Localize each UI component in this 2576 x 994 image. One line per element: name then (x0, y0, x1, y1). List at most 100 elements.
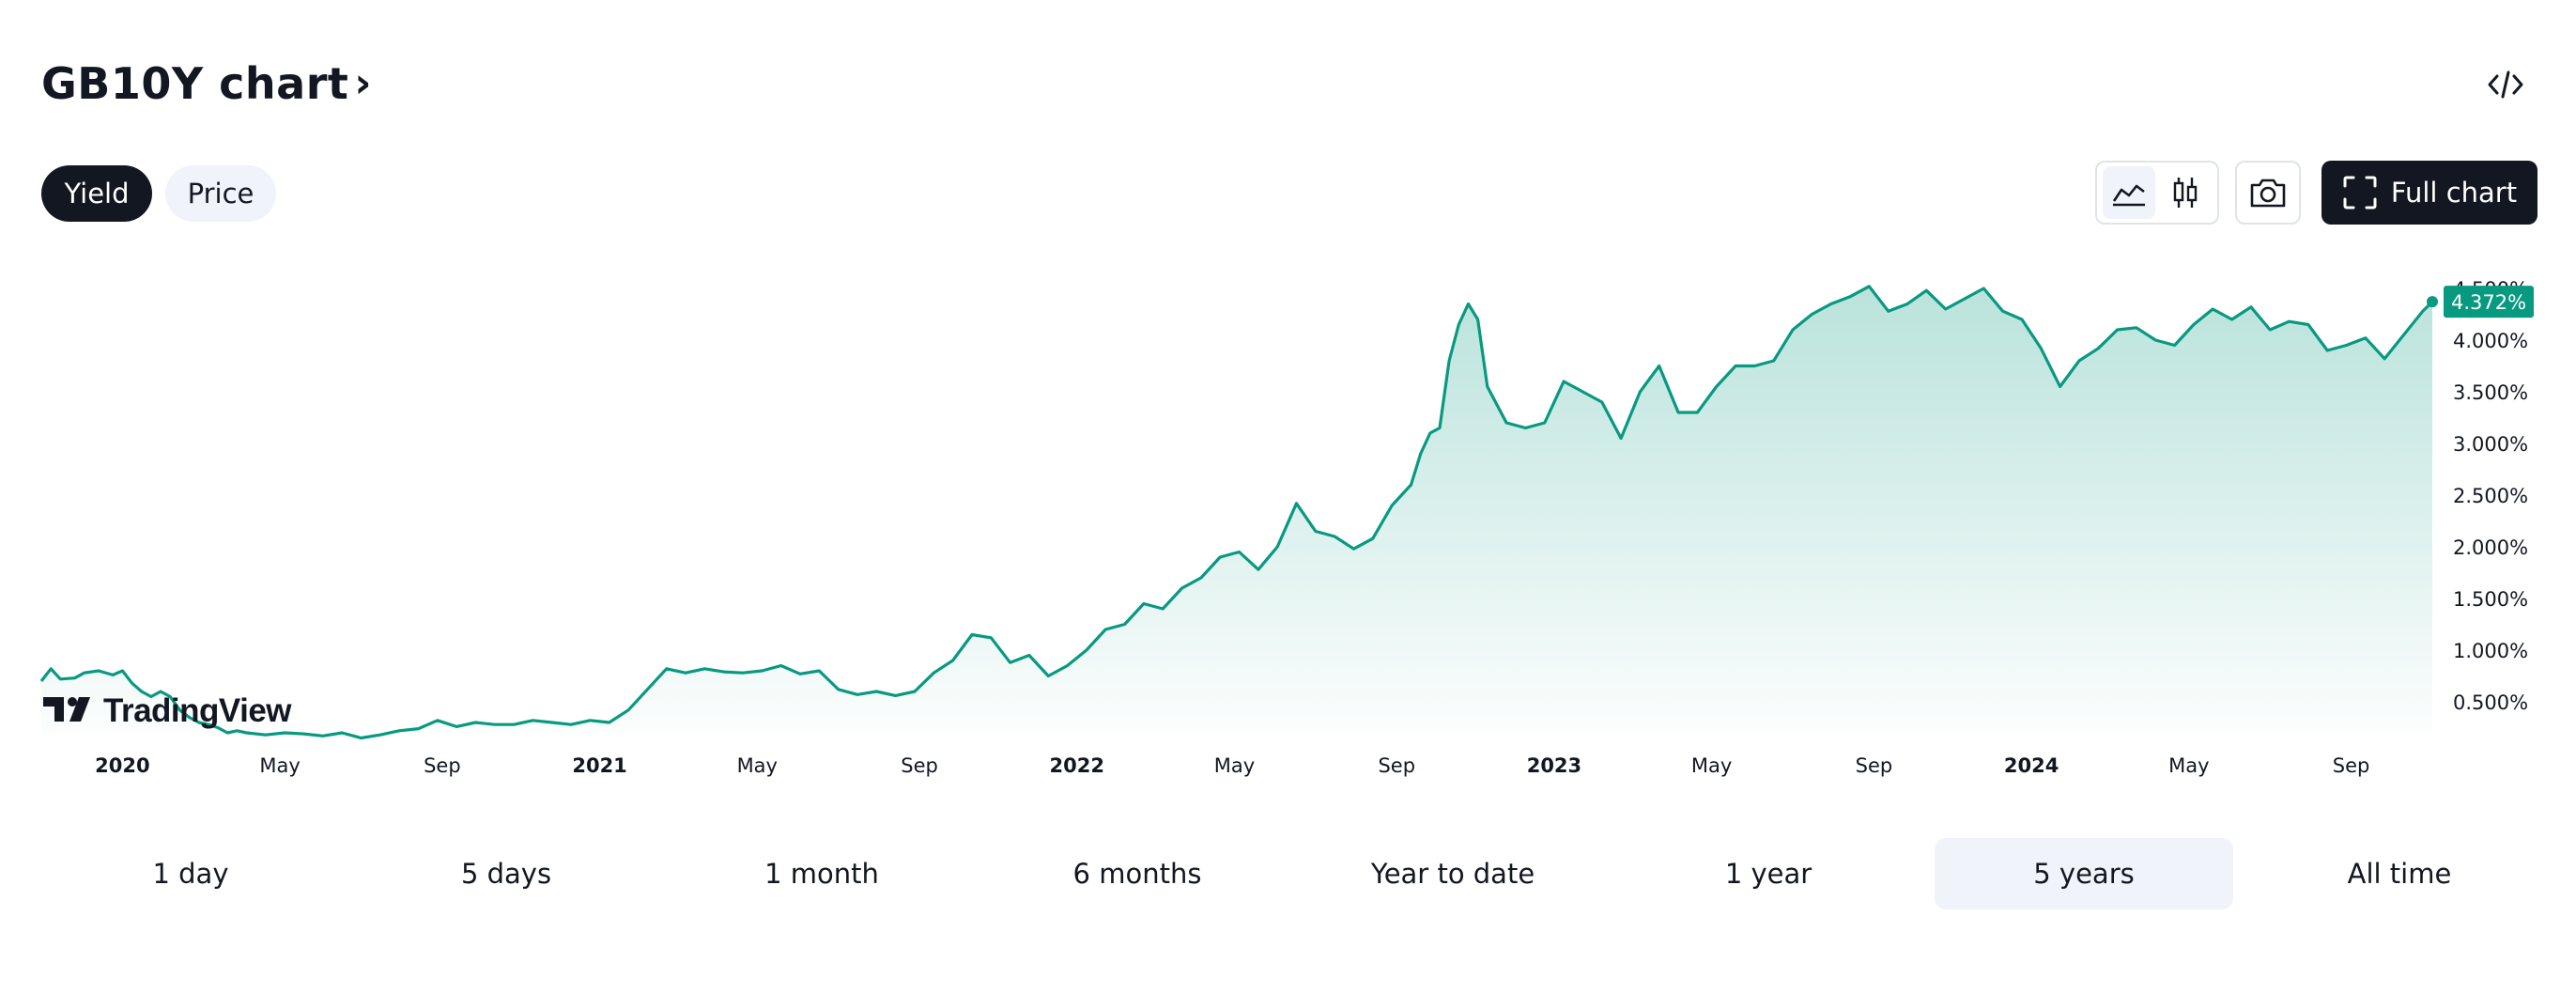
data-point (2116, 328, 2119, 331)
tab-price[interactable]: Price (165, 165, 276, 222)
data-point (1753, 365, 1756, 367)
data-point (417, 727, 420, 730)
candlestick-chart-button[interactable] (2159, 166, 2212, 219)
full-chart-label: Full chart (2390, 177, 2518, 209)
data-point (2421, 310, 2424, 313)
data-point (493, 723, 496, 726)
data-point (1371, 537, 1374, 540)
data-point (2097, 347, 2100, 349)
data-point (2135, 326, 2137, 329)
tradingview-logo[interactable]: TradingView (43, 692, 293, 729)
data-point (1238, 551, 1241, 553)
data-point (341, 731, 344, 734)
data-point (550, 721, 553, 723)
data-point (360, 737, 362, 739)
chevron-right-icon: › (354, 59, 373, 107)
data-point (1180, 586, 1183, 589)
snapshot-button[interactable] (2235, 161, 2301, 225)
data-point (73, 676, 76, 679)
fullscreen-icon (2343, 176, 2377, 210)
data-point (1639, 390, 1642, 393)
data-point (1696, 411, 1699, 413)
range-button[interactable]: 5 years (1935, 838, 2233, 909)
data-point (1476, 318, 1479, 320)
data-point (1905, 303, 1908, 305)
x-tick-label: 2023 (1527, 754, 1581, 777)
data-point (1334, 535, 1336, 537)
x-tick-label: May (737, 754, 778, 777)
data-point (2306, 323, 2309, 326)
x-tick-label: 2024 (2004, 754, 2059, 777)
data-point (1829, 303, 1832, 305)
data-point (1162, 607, 1165, 610)
series-line (39, 285, 2434, 740)
data-point (2288, 320, 2291, 323)
tradingview-logo-text: TradingView (103, 692, 292, 729)
embed-code-button[interactable] (2485, 64, 2526, 105)
series-area (41, 286, 2432, 738)
data-point (1276, 545, 1279, 548)
full-chart-button[interactable]: Full chart (2321, 161, 2537, 225)
range-button[interactable]: 6 months (1072, 858, 1202, 890)
data-point (112, 674, 115, 676)
data-point (1066, 664, 1069, 667)
data-point (1123, 623, 1126, 626)
data-point (2192, 323, 2195, 326)
area-chart-button[interactable] (2103, 166, 2155, 219)
data-point (1419, 452, 1422, 455)
range-button[interactable]: All time (2347, 858, 2452, 890)
data-point (59, 677, 62, 680)
range-button[interactable]: 1 month (764, 858, 879, 890)
range-button[interactable]: 5 days (460, 858, 552, 890)
x-tick-label: Sep (1378, 754, 1415, 777)
data-point (1982, 287, 1985, 289)
data-point (1887, 310, 1890, 313)
data-point (1619, 437, 1622, 440)
data-point (398, 729, 401, 732)
data-point (436, 719, 439, 722)
data-point (1811, 313, 1813, 316)
data-point (39, 679, 42, 682)
data-point (856, 693, 858, 696)
data-point (2345, 344, 2348, 347)
data-point (321, 735, 324, 738)
data-point (1925, 289, 1928, 292)
x-tick-label: 2022 (1050, 754, 1104, 777)
data-point (1448, 359, 1451, 362)
data-point (779, 664, 782, 667)
y-tick-label: 4.000% (2453, 330, 2528, 352)
range-button[interactable]: 1 day (152, 858, 229, 890)
data-point (2212, 307, 2214, 310)
data-point (1085, 648, 1087, 651)
data-point (2326, 349, 2329, 351)
data-point (226, 731, 229, 734)
data-point (1027, 654, 1030, 657)
data-point (1428, 431, 1431, 434)
data-point (1791, 328, 1794, 331)
data-point (798, 673, 801, 676)
tab-yield[interactable]: Yield (41, 165, 152, 222)
data-point (1352, 548, 1355, 551)
range-button[interactable]: 1 year (1724, 858, 1812, 890)
data-point (1467, 303, 1470, 305)
data-point (97, 669, 100, 672)
data-point (284, 731, 286, 734)
data-point (626, 708, 629, 711)
data-point (569, 723, 572, 726)
page-title[interactable]: GB10Y chart › (41, 58, 372, 109)
page-title-text: GB10Y chart (41, 58, 349, 109)
data-point (2059, 385, 2061, 388)
data-point (2249, 305, 2252, 308)
data-point (236, 729, 239, 732)
camera-icon (2250, 179, 2286, 208)
data-point (378, 734, 381, 737)
x-tick-label: Sep (1856, 754, 1893, 777)
range-button[interactable]: Year to date (1370, 858, 1535, 890)
y-tick-label: 2.000% (2453, 536, 2528, 559)
data-point (532, 719, 534, 722)
data-point (1219, 555, 1222, 558)
x-tick-label: Sep (424, 754, 461, 777)
yield-chart[interactable]: 0.500% 1.000% 1.500% 2.000% 2.500% 3.000% 3.50… (0, 254, 2576, 799)
data-point (1505, 421, 1508, 424)
data-point (121, 669, 124, 672)
